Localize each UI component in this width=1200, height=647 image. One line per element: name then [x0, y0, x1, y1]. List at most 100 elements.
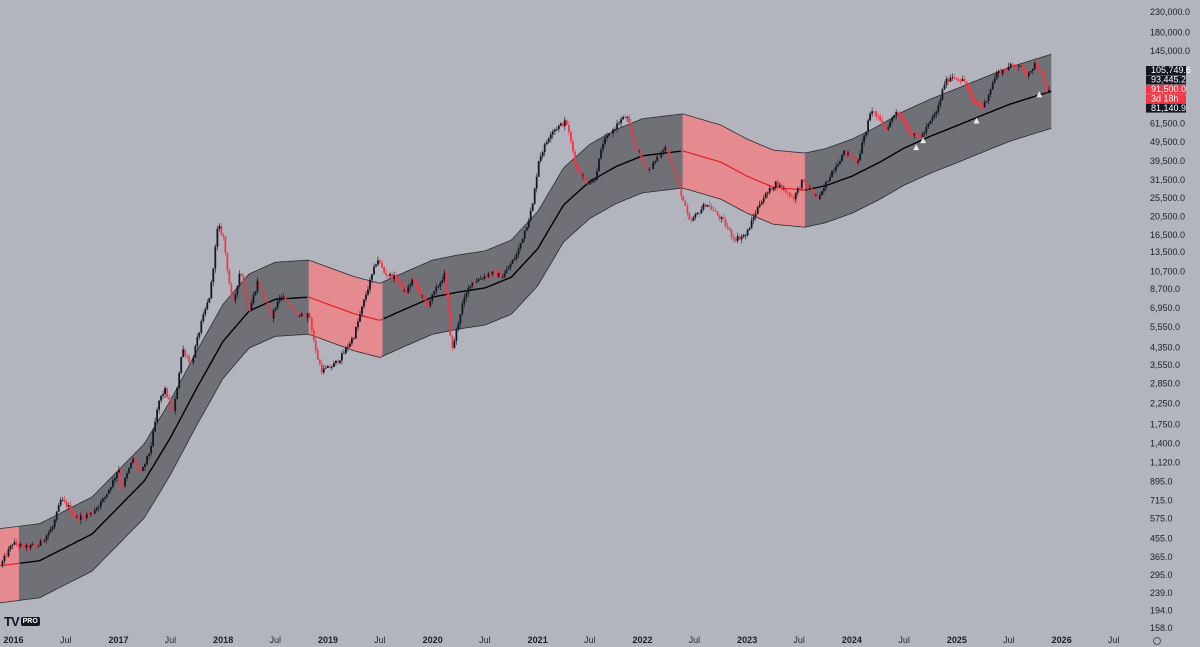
candle — [973, 98, 976, 105]
candle — [391, 272, 393, 282]
candle-body — [310, 317, 313, 331]
x-tick-month: Jul — [584, 635, 596, 645]
candle-body — [692, 217, 695, 221]
candle-body — [104, 497, 106, 499]
candle-body — [190, 362, 193, 363]
candle-body — [83, 515, 86, 519]
candle-body — [168, 397, 170, 400]
settings-icon[interactable] — [1153, 637, 1161, 645]
candle — [85, 511, 88, 521]
candle — [535, 173, 538, 193]
candle — [586, 178, 588, 185]
candle — [467, 284, 470, 297]
candle — [337, 359, 339, 365]
candle — [602, 139, 604, 153]
candle-body — [768, 188, 771, 193]
x-tick-year: 2020 — [423, 635, 443, 645]
candle-body — [186, 355, 189, 357]
candle — [371, 274, 373, 284]
candle — [465, 290, 468, 302]
candle — [347, 343, 349, 352]
candle — [636, 145, 638, 152]
candle-body — [831, 170, 833, 178]
candle — [758, 200, 761, 209]
candle-body — [254, 291, 257, 295]
candle-body — [527, 220, 530, 227]
candle — [642, 153, 645, 165]
candle — [923, 130, 926, 137]
candle — [330, 365, 333, 371]
candle-body — [499, 273, 502, 278]
x-tick-month: Jul — [479, 635, 491, 645]
candle-body — [391, 274, 393, 280]
candle — [481, 276, 484, 280]
candle-body — [931, 117, 934, 121]
candle-body — [100, 501, 102, 507]
candle — [286, 298, 289, 308]
candle-body — [670, 157, 673, 164]
candle-body — [15, 542, 18, 545]
candle — [214, 244, 217, 273]
candle-body — [45, 535, 48, 541]
candle-body — [316, 350, 319, 360]
x-tick-month: Jul — [374, 635, 386, 645]
candle-body — [31, 544, 34, 546]
candle — [979, 102, 982, 110]
candle-body — [553, 129, 556, 132]
candle — [949, 74, 952, 82]
candle-body — [879, 116, 882, 121]
candle — [1001, 69, 1004, 77]
candle-body — [853, 157, 855, 160]
candle-body — [73, 514, 76, 517]
candle — [815, 193, 817, 197]
candle — [561, 121, 564, 128]
candle-body — [704, 204, 707, 207]
tradingview-logo[interactable]: TV PRO — [4, 614, 40, 629]
candle — [756, 205, 759, 215]
candle — [475, 277, 478, 284]
candle — [694, 212, 697, 221]
candle — [431, 294, 434, 304]
candle — [614, 126, 616, 133]
candle — [794, 192, 797, 204]
candle-body — [395, 275, 397, 281]
candle-body — [756, 207, 759, 214]
candle — [913, 132, 916, 139]
candle-body — [784, 188, 787, 193]
candle-body — [17, 544, 20, 547]
y-tick-label: 25,500.0 — [1150, 193, 1185, 203]
candle-body — [152, 431, 154, 446]
candle — [112, 477, 114, 489]
candle-body — [963, 79, 966, 82]
candle-body — [216, 228, 219, 247]
candle-body — [736, 236, 739, 241]
candle-body — [714, 210, 717, 212]
candle-body — [204, 309, 207, 315]
candle-body — [696, 212, 699, 215]
candle — [140, 466, 142, 473]
x-tick-month: Jul — [689, 635, 701, 645]
candle — [192, 355, 195, 366]
candle — [618, 121, 620, 126]
candle — [893, 114, 896, 120]
candle — [682, 195, 685, 202]
candle — [674, 164, 677, 178]
candle-body — [543, 144, 546, 153]
candle-body — [258, 280, 261, 287]
candle-body — [453, 340, 456, 348]
candle — [373, 263, 375, 276]
candle — [698, 211, 701, 217]
candle-body — [590, 182, 592, 184]
candle-body — [740, 236, 743, 240]
candle-body — [288, 304, 291, 307]
candle-body — [53, 519, 56, 527]
candle-body — [529, 210, 532, 221]
candle — [63, 495, 66, 504]
candle — [907, 122, 910, 132]
candle-body — [304, 317, 307, 318]
candle-body — [355, 327, 357, 339]
candle — [224, 236, 227, 256]
candle — [166, 387, 168, 399]
candle-body — [146, 455, 148, 465]
